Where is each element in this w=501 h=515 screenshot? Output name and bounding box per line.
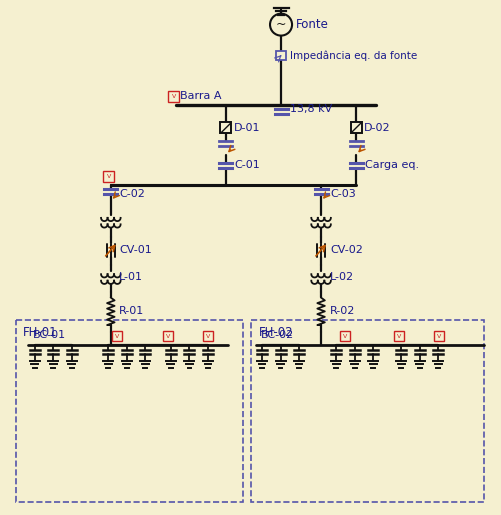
Bar — [250, 320, 483, 502]
Text: C-03: C-03 — [330, 188, 355, 199]
Bar — [203, 331, 213, 341]
Bar — [163, 331, 173, 341]
Bar — [393, 331, 403, 341]
Text: L-02: L-02 — [329, 272, 353, 282]
Bar — [276, 51, 286, 60]
Text: V: V — [166, 334, 170, 339]
Text: BC-02: BC-02 — [261, 330, 294, 340]
Bar — [220, 123, 231, 133]
Bar — [103, 171, 114, 182]
Text: D-02: D-02 — [363, 123, 389, 133]
Text: D-01: D-01 — [233, 123, 260, 133]
Text: Barra A: Barra A — [179, 92, 221, 101]
Bar — [340, 331, 349, 341]
Text: V: V — [436, 334, 440, 339]
Text: FH-02: FH-02 — [258, 326, 293, 339]
Text: 13,8 kV: 13,8 kV — [290, 104, 332, 114]
Text: V: V — [115, 334, 119, 339]
Text: V: V — [206, 334, 210, 339]
Bar — [16, 320, 243, 502]
Text: ~: ~ — [275, 18, 286, 31]
Text: V: V — [107, 174, 111, 179]
Bar — [433, 331, 443, 341]
Text: R-02: R-02 — [329, 306, 354, 316]
Text: CV-02: CV-02 — [330, 245, 362, 255]
Bar — [168, 91, 179, 102]
Text: C-02: C-02 — [120, 188, 145, 199]
Text: V: V — [171, 94, 176, 99]
Text: FH-01: FH-01 — [23, 326, 58, 339]
Text: Impedância eq. da fonte: Impedância eq. da fonte — [290, 50, 416, 61]
Text: R-01: R-01 — [119, 306, 144, 316]
Text: CV-01: CV-01 — [120, 245, 152, 255]
Text: V: V — [342, 334, 347, 339]
Text: C-01: C-01 — [234, 160, 260, 170]
Text: BC-01: BC-01 — [33, 330, 66, 340]
Text: L-01: L-01 — [119, 272, 143, 282]
Text: Fonte: Fonte — [296, 18, 328, 31]
Bar — [350, 123, 361, 133]
Bar — [112, 331, 122, 341]
Text: Carga eq.: Carga eq. — [364, 160, 418, 170]
Text: V: V — [396, 334, 400, 339]
